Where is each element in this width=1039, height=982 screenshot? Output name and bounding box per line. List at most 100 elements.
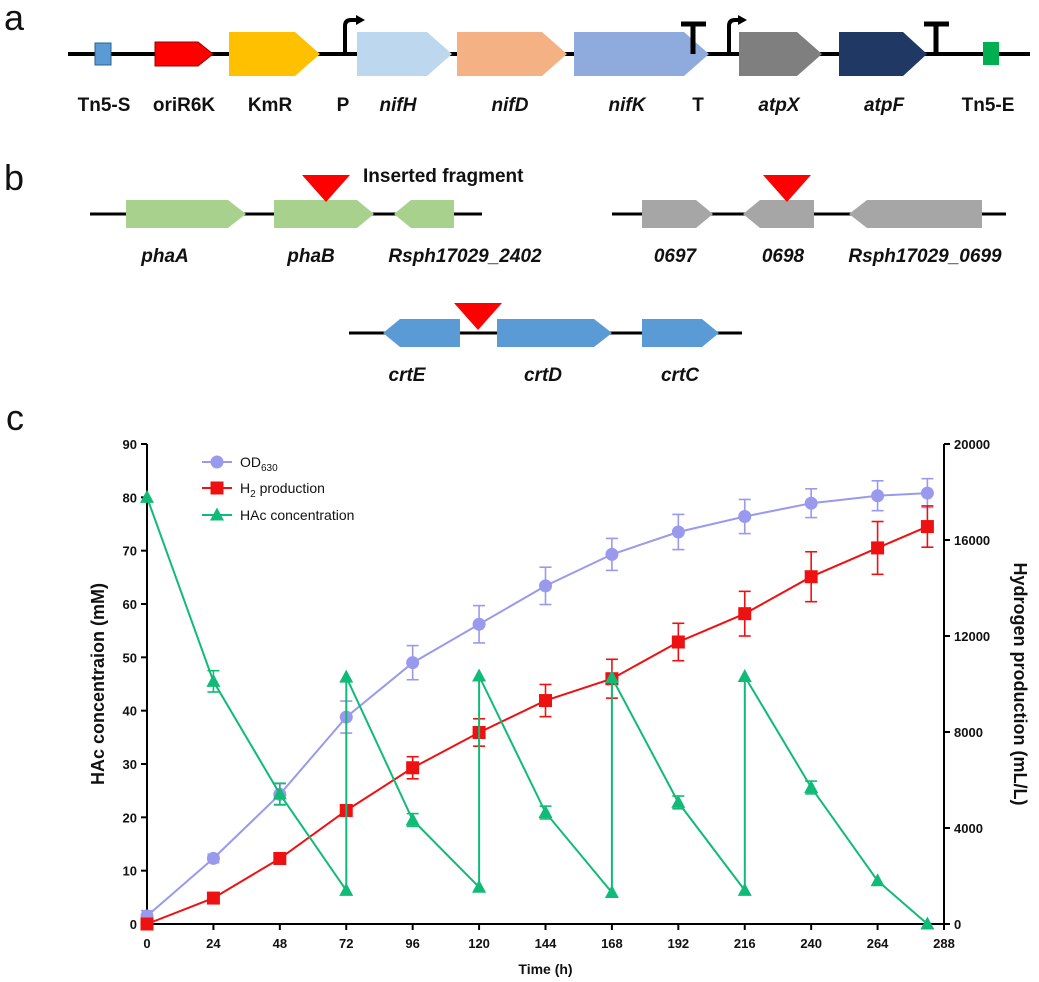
- y2-tick-label: 16000: [954, 533, 990, 548]
- x-tick-label: 24: [206, 936, 221, 951]
- y-tick-label: 20: [123, 810, 137, 825]
- inserted-fragment-label: Inserted fragment: [363, 166, 524, 187]
- x-tick-label: 192: [667, 936, 689, 951]
- label-rsph2402: Rsph17029_2402: [388, 246, 542, 267]
- od-point: [804, 496, 818, 510]
- legend-marker-h2: [210, 481, 224, 495]
- h2-point: [539, 694, 552, 708]
- y2-axis-title: Hydrogen production (mL/L): [1010, 563, 1030, 806]
- hac-point: [737, 882, 752, 896]
- label-phab: phaB: [286, 246, 335, 267]
- label-kmr: KmR: [248, 95, 293, 116]
- promoter-atp-icon: [727, 18, 740, 54]
- crtc-arrow: [642, 319, 719, 347]
- h2-point: [406, 761, 420, 775]
- label-0698: 0698: [762, 246, 805, 267]
- h2-point: [273, 851, 287, 865]
- y2-tick-label: 8000: [954, 725, 983, 740]
- legend-label-hac: HAc concentration: [240, 507, 354, 523]
- atpx-arrow: [739, 32, 822, 76]
- label-phaa: phaA: [140, 246, 189, 267]
- terminator-t-icon: [681, 21, 706, 54]
- od-point: [671, 525, 685, 539]
- y-tick-label: 40: [123, 704, 137, 719]
- y2-tick-label: 20000: [954, 437, 990, 452]
- tn5e-box: [983, 42, 999, 65]
- insertion-site-phab-icon: [302, 175, 350, 202]
- y-tick-label: 80: [123, 490, 137, 505]
- x-tick-label: 120: [468, 936, 490, 951]
- crte-arrow: [383, 319, 460, 347]
- x-tick-label: 216: [734, 936, 756, 951]
- x-tick-label: 72: [339, 936, 353, 951]
- hac-point: [206, 673, 221, 687]
- panel-label-a: a: [4, 0, 25, 38]
- phaa-arrow: [126, 200, 246, 228]
- phab-arrow: [274, 200, 374, 228]
- x-tick-label: 96: [405, 936, 419, 951]
- hac-point: [920, 916, 935, 930]
- h2-point: [804, 570, 818, 584]
- od-point: [871, 489, 885, 503]
- kmr-arrow: [229, 32, 320, 76]
- h2-point: [140, 917, 154, 931]
- label-nifh: nifH: [380, 95, 418, 116]
- y2-tick-label: 0: [954, 917, 961, 932]
- od-point: [472, 617, 486, 631]
- nifk-arrow: [574, 32, 709, 76]
- y-tick-label: 10: [123, 864, 137, 879]
- label-atpx: atpX: [758, 95, 801, 116]
- h2-series-line: [146, 525, 928, 925]
- od-point: [206, 851, 220, 865]
- x-tick-label: 168: [601, 936, 623, 951]
- legend-label-od: OD630: [240, 454, 278, 474]
- promoter-atp-arrowhead-icon: [738, 15, 747, 25]
- terminator-2-icon: [924, 21, 949, 54]
- y-tick-label: 70: [123, 544, 137, 559]
- h2-point: [920, 520, 934, 534]
- orir6k-arrow: [154, 41, 214, 67]
- label-crte: crtE: [389, 365, 427, 386]
- legend-label-h2: H2 production: [240, 480, 325, 500]
- hac-point: [272, 786, 287, 800]
- legend-marker-hac: [210, 507, 224, 521]
- x-axis-title: Time (h): [518, 961, 572, 977]
- y-tick-label: 60: [123, 597, 137, 612]
- hac-point: [339, 669, 354, 683]
- hac-point: [671, 794, 686, 808]
- hac-point: [737, 669, 752, 683]
- label-crtd: crtD: [524, 365, 562, 386]
- label-tn5e: Tn5-E: [962, 95, 1015, 116]
- crtd-arrow: [497, 319, 612, 347]
- od-point: [738, 510, 752, 524]
- nifd-arrow: [457, 32, 567, 76]
- x-tick-label: 264: [867, 936, 889, 951]
- g0697-arrow: [642, 200, 713, 228]
- panel-label-c: c: [6, 397, 24, 438]
- label-tn5s: Tn5-S: [78, 95, 131, 116]
- x-tick-label: 144: [535, 936, 557, 951]
- insertion-site-0698-icon: [763, 175, 811, 202]
- g0698-arrow: [743, 200, 814, 228]
- hac-point: [472, 879, 487, 893]
- rsph0699-arrow: [849, 200, 982, 228]
- h2-point: [671, 635, 685, 649]
- od-point: [539, 579, 552, 593]
- nifh-arrow: [357, 32, 452, 76]
- promoter-p-arrowhead-icon: [356, 15, 365, 25]
- label-p: P: [337, 95, 350, 116]
- hac-point: [604, 670, 619, 684]
- label-0697: 0697: [654, 246, 698, 267]
- od-point: [406, 656, 420, 670]
- insertion-site-crt-icon: [454, 303, 502, 330]
- x-tick-label: 240: [800, 936, 822, 951]
- legend-marker-od: [210, 455, 224, 469]
- hac-point: [870, 873, 885, 887]
- y-axis-title: HAc concentraion (mM): [88, 583, 108, 785]
- label-rsph0699: Rsph17029_0699: [848, 246, 1002, 267]
- hac-point: [405, 812, 420, 826]
- y-tick-label: 0: [130, 917, 137, 932]
- y2-tick-label: 4000: [954, 821, 983, 836]
- label-t: T: [692, 95, 704, 116]
